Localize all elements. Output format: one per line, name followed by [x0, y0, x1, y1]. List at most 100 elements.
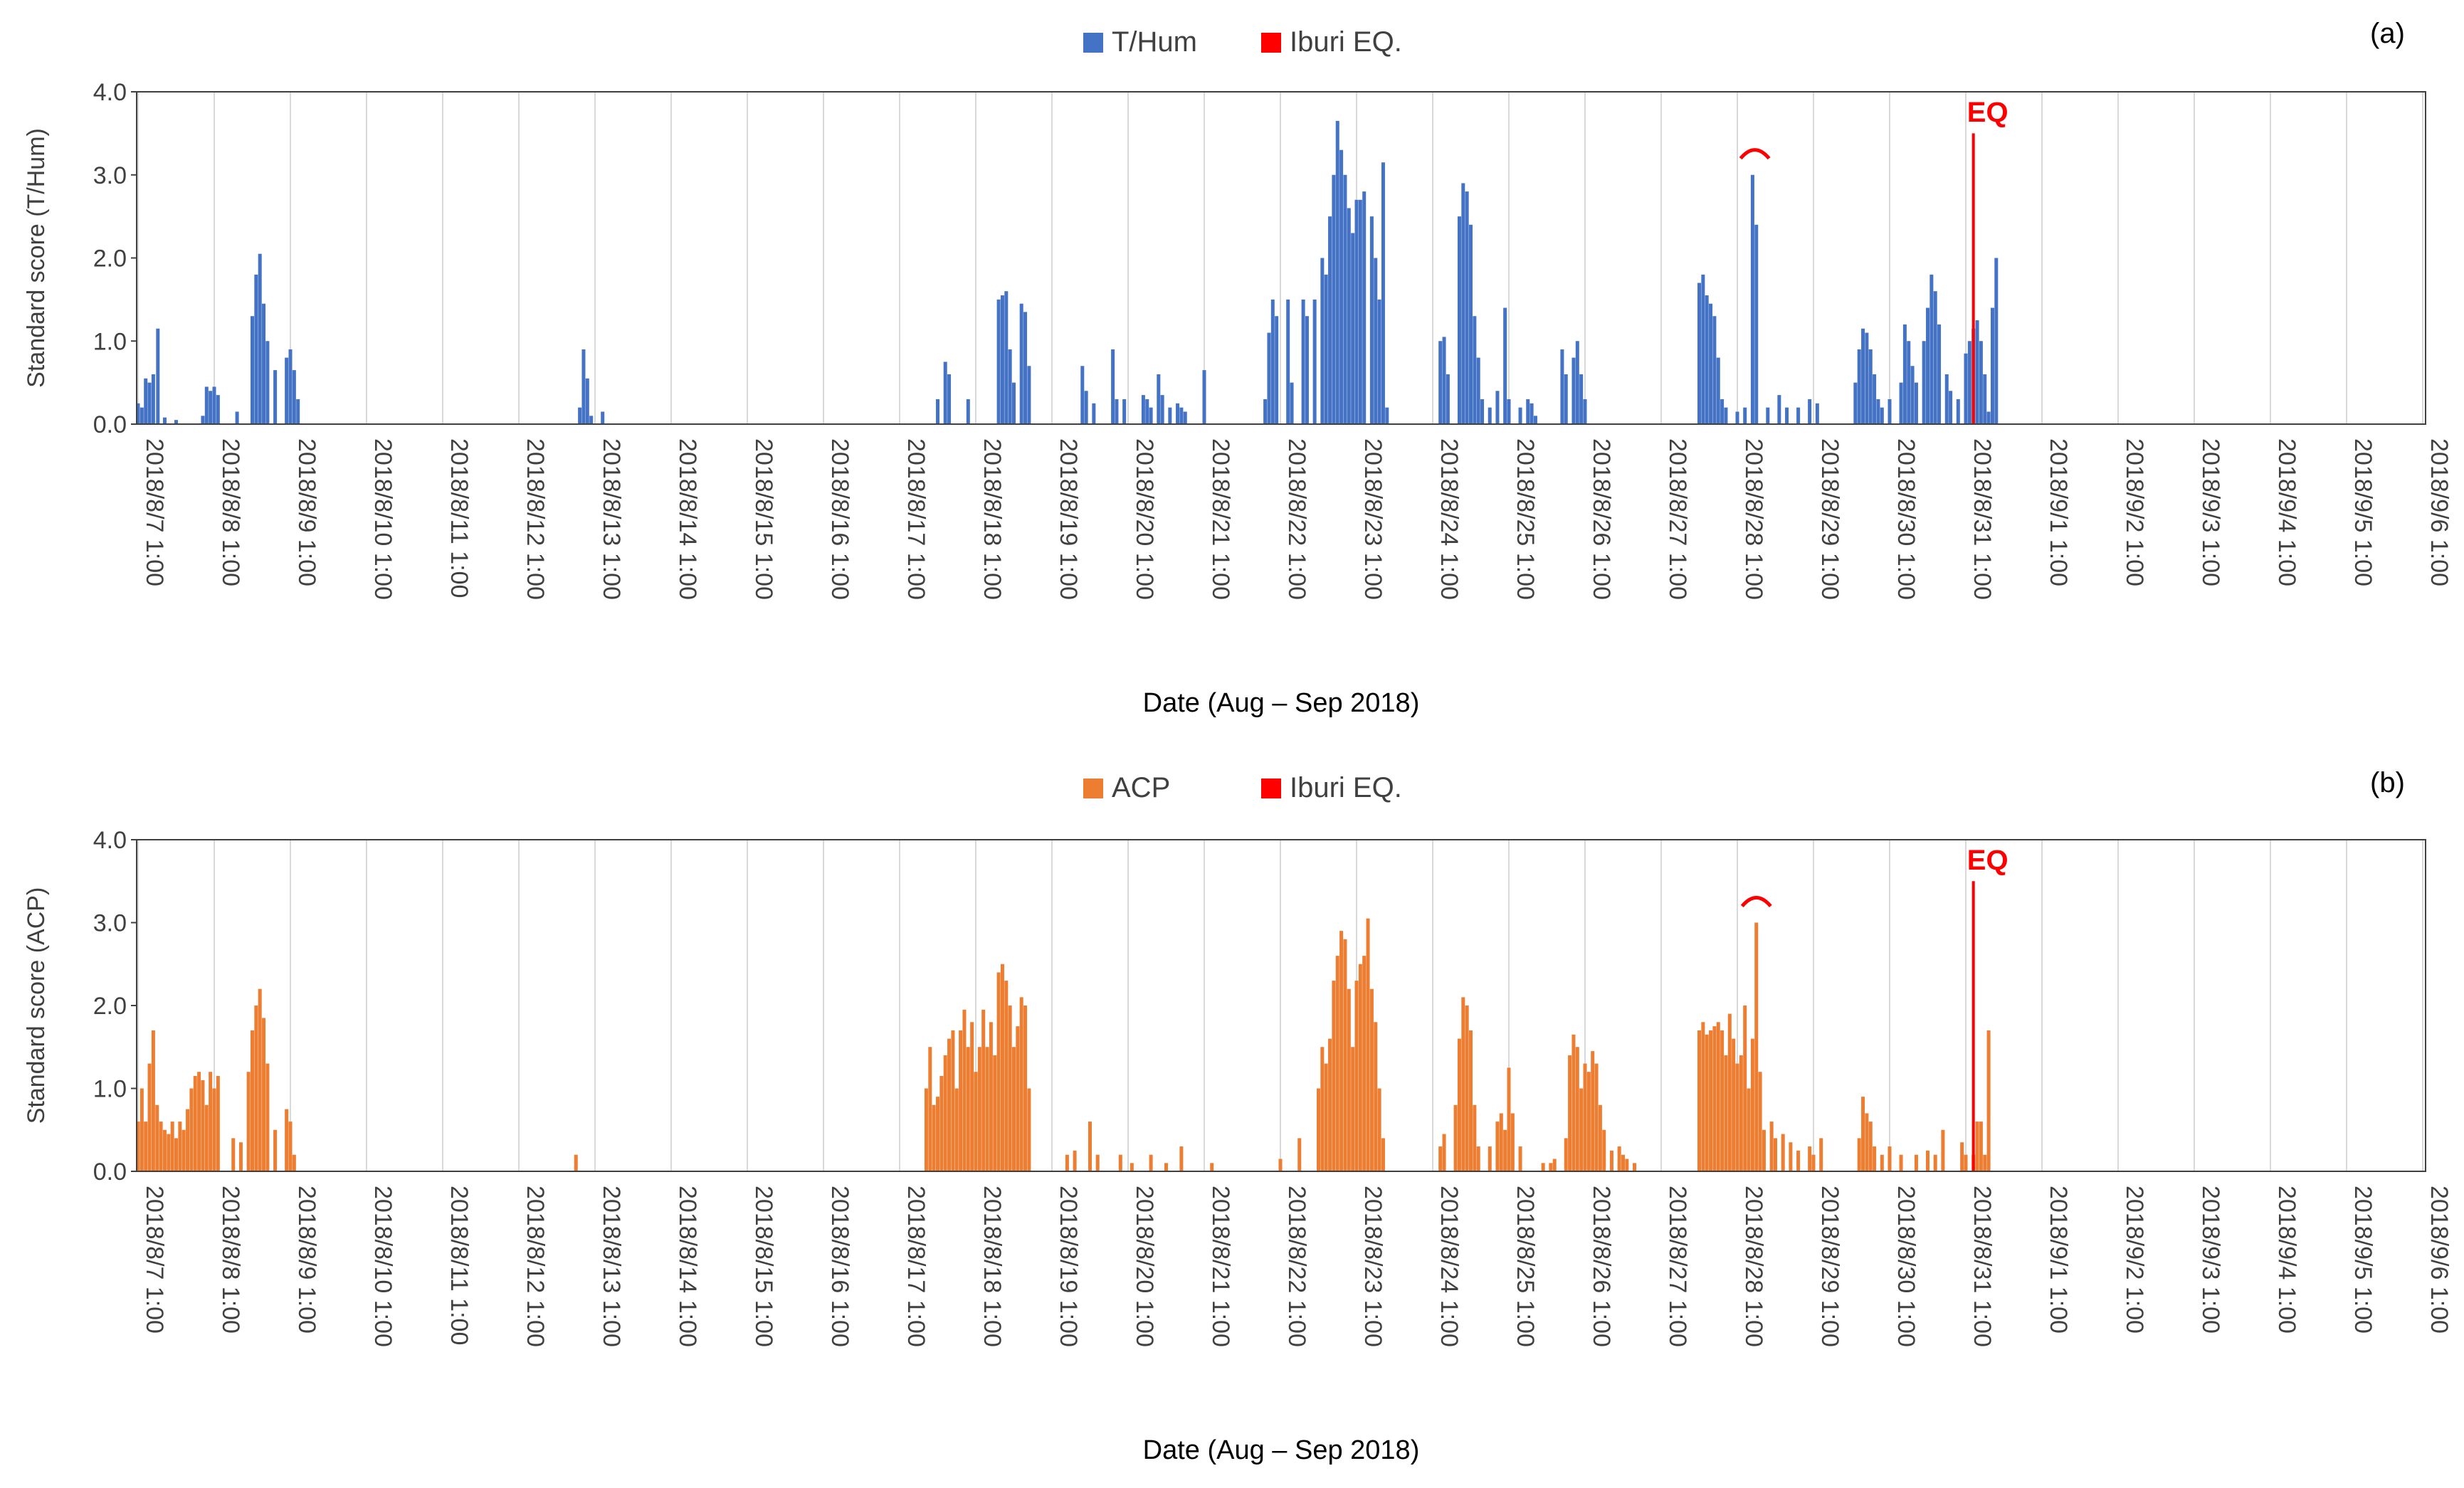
data-bar [959, 1030, 963, 1171]
data-bar [1286, 299, 1290, 424]
data-bar [1705, 295, 1709, 424]
data-bar [1586, 1072, 1591, 1171]
data-bar [1785, 407, 1789, 424]
legend-swatch [1261, 779, 1281, 798]
data-bar [1267, 332, 1271, 424]
data-bar [1324, 274, 1328, 424]
data-bar [1621, 1154, 1625, 1171]
x-tick-label: 2018/8/13 1:00 [598, 1186, 625, 1347]
data-bar [1571, 357, 1576, 424]
data-bar [1358, 199, 1362, 424]
data-bar [1720, 399, 1725, 424]
data-bar [201, 416, 205, 424]
data-bar [1579, 1088, 1584, 1171]
x-tick-label: 2018/9/5 1:00 [2349, 438, 2376, 586]
data-bar [1568, 1055, 1572, 1171]
data-bar [1979, 341, 1983, 424]
data-bar [1720, 1030, 1725, 1171]
x-tick-label: 2018/8/12 1:00 [522, 1186, 549, 1347]
data-bar [1004, 981, 1009, 1171]
data-bar [1796, 1150, 1801, 1171]
data-bar [1747, 1088, 1751, 1171]
data-bar [1202, 370, 1206, 424]
data-bar [1712, 316, 1717, 424]
legend-swatch [1261, 33, 1281, 53]
x-tick-label: 2018/8/14 1:00 [674, 1186, 701, 1347]
legend-swatch [1083, 779, 1103, 798]
data-bar [1716, 1022, 1720, 1171]
x-tick-label: 2018/8/16 1:00 [826, 438, 853, 600]
data-bar [1914, 1154, 1918, 1171]
x-tick-label: 2018/8/21 1:00 [1207, 1186, 1234, 1347]
data-bar [1902, 324, 1907, 424]
x-tick-label: 2018/9/3 1:00 [2197, 1186, 2224, 1334]
data-bar [1369, 988, 1374, 1171]
data-bar [1362, 956, 1367, 1171]
earthquake-label: EQ [1967, 97, 2008, 128]
data-bar [1899, 382, 1903, 424]
data-bar [1354, 981, 1359, 1171]
data-bar [1012, 382, 1016, 424]
data-bar [1347, 988, 1351, 1171]
data-bar [170, 1122, 174, 1171]
data-bar [144, 1122, 148, 1171]
data-bar [1453, 1104, 1458, 1171]
data-bar [1541, 1163, 1545, 1171]
data-bar [1732, 1038, 1736, 1171]
data-bar [1712, 1026, 1717, 1171]
data-bar [1335, 120, 1339, 425]
x-tick-label: 2018/8/15 1:00 [750, 438, 777, 600]
data-bar [1374, 258, 1378, 424]
data-bar [1476, 1146, 1480, 1171]
data-bar [162, 1129, 167, 1171]
data-bar [1164, 1163, 1168, 1171]
data-bar [962, 1009, 967, 1171]
data-bar [1926, 307, 1929, 424]
data-bar [1697, 283, 1701, 424]
data-bar [1145, 399, 1149, 424]
data-bar [1324, 1063, 1328, 1171]
data-bar [212, 386, 216, 424]
data-bar [181, 1129, 186, 1171]
data-bar [1465, 1006, 1469, 1171]
x-tick-label: 2018/8/31 1:00 [1969, 1186, 1996, 1347]
data-bar [197, 1072, 201, 1171]
data-bar [136, 1122, 140, 1171]
data-bar [1853, 382, 1858, 424]
data-bar [1019, 303, 1023, 424]
data-bar [136, 403, 140, 424]
data-bar [1575, 341, 1579, 424]
data-bar [1503, 307, 1507, 424]
data-bar [1709, 1030, 1713, 1171]
data-bar [1625, 1159, 1629, 1171]
data-bar [273, 370, 278, 424]
x-tick-label: 2018/9/2 1:00 [2121, 1186, 2148, 1334]
x-tick-label: 2018/9/4 1:00 [2273, 438, 2300, 586]
data-bar [1983, 374, 1987, 424]
data-bar [193, 1076, 197, 1171]
data-bar [1735, 411, 1739, 424]
data-bar [1705, 1034, 1709, 1171]
data-bar [928, 1047, 932, 1171]
data-bar [947, 374, 952, 424]
data-bar [977, 1047, 981, 1171]
y-tick-label: 0.0 [93, 411, 127, 438]
data-bar [578, 407, 582, 424]
x-tick-label: 2018/8/26 1:00 [1588, 438, 1615, 600]
data-bar [974, 1072, 978, 1171]
data-bar [574, 1154, 578, 1171]
data-bar [1275, 316, 1279, 424]
data-bar [262, 303, 266, 424]
x-tick-label: 2018/8/28 1:00 [1740, 438, 1767, 600]
data-bar [1796, 407, 1801, 424]
x-tick-label: 2018/8/23 1:00 [1359, 1186, 1386, 1347]
data-bar [1507, 1067, 1511, 1171]
data-bar [186, 1109, 190, 1171]
data-bar [212, 1088, 216, 1171]
data-bar [1956, 399, 1960, 424]
data-bar [1865, 1113, 1869, 1171]
x-tick-label: 2018/8/17 1:00 [902, 1186, 930, 1347]
data-bar [262, 1018, 266, 1171]
y-axis-label: Standard score (T/Hum) [23, 128, 50, 388]
data-bar [1092, 403, 1096, 424]
